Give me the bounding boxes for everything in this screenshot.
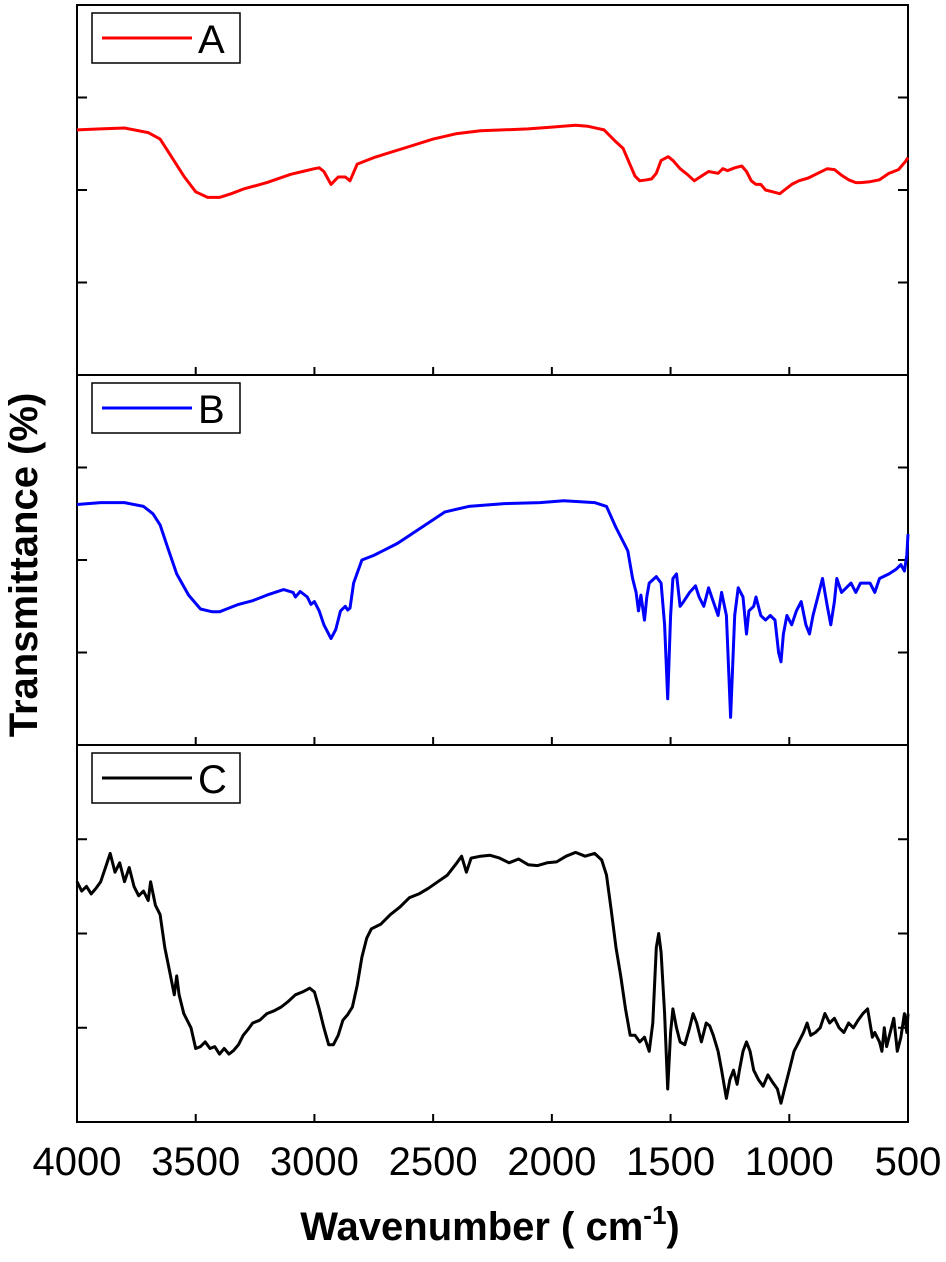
x-tick-label: 500 [875,1140,942,1184]
panels-group: A B C [75,4,910,1123]
x-tick-label: 1500 [626,1140,715,1184]
legend-a: A [91,12,241,64]
panel-a: A [76,4,910,376]
legend-c: C [91,752,241,804]
x-axis: 4000 3500 3000 2500 2000 1500 1000 500 [33,1140,942,1184]
x-tick-label: 1000 [745,1140,834,1184]
series-line-c [75,850,910,1105]
legend-label: A [198,18,225,62]
series-line-b [76,499,910,719]
x-tick-label: 3500 [151,1140,240,1184]
legend-label: C [198,758,227,802]
x-axis-title: Wavenumber ( cm-1) [300,1200,680,1249]
legend-label: B [198,388,225,432]
panel-b: B [76,374,910,746]
y-axis-title: Transmittance (%) [2,393,46,738]
x-axis-title-superscript: -1 [643,1200,666,1230]
x-tick-label: 3000 [270,1140,359,1184]
x-axis-title-end: ) [666,1205,679,1249]
x-tick-label: 2000 [507,1140,596,1184]
x-tick-label: 2500 [389,1140,478,1184]
x-axis-title-main: Wavenumber ( cm [300,1205,643,1249]
x-tick-label: 4000 [33,1140,122,1184]
legend-b: B [91,382,241,434]
series-line-a [76,123,910,199]
panel-c: C [75,744,910,1123]
